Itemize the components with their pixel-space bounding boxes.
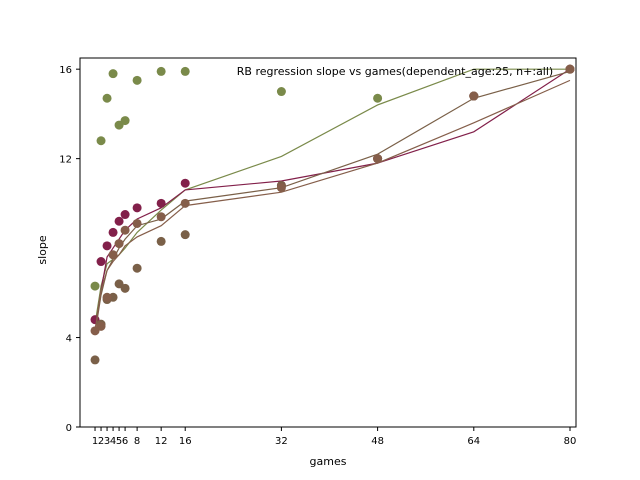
- data-point: [180, 230, 190, 240]
- y-tick-label: 16: [59, 65, 72, 76]
- x-tick-label: 1: [92, 436, 98, 447]
- data-point: [276, 183, 286, 193]
- series-4: [90, 64, 575, 336]
- x-tick-label: 3: [104, 436, 110, 447]
- y-tick-label: 12: [59, 155, 72, 166]
- data-point: [469, 91, 479, 101]
- data-point: [156, 212, 166, 222]
- data-point: [180, 178, 190, 188]
- data-point: [156, 198, 166, 208]
- data-point: [132, 203, 142, 213]
- data-point: [120, 225, 130, 235]
- series-1-line: [94, 68, 570, 325]
- data-point: [132, 218, 142, 228]
- data-point: [90, 281, 100, 291]
- data-point: [180, 66, 190, 76]
- data-point: [132, 263, 142, 273]
- data-point: [120, 210, 130, 220]
- data-point: [102, 292, 112, 302]
- x-tick-label: 4: [110, 436, 116, 447]
- data-point: [373, 154, 383, 164]
- data-point: [156, 236, 166, 246]
- data-point: [156, 66, 166, 76]
- x-tick-label: 48: [371, 436, 384, 447]
- x-tick-label: 8: [134, 436, 140, 447]
- x-axis-label: games: [310, 455, 347, 468]
- data-point: [132, 75, 142, 85]
- data-point: [120, 116, 130, 126]
- y-axis-label: slope: [36, 235, 49, 264]
- y-tick-label: 0: [66, 423, 72, 434]
- data-point: [108, 250, 118, 260]
- data-point: [96, 321, 106, 331]
- data-point: [114, 239, 124, 249]
- data-point: [90, 355, 100, 365]
- data-point: [373, 93, 383, 103]
- data-point: [108, 227, 118, 237]
- x-tick-label: 2: [98, 436, 104, 447]
- data-point: [96, 136, 106, 146]
- data-point: [102, 93, 112, 103]
- data-point: [565, 64, 575, 74]
- data-point: [276, 87, 286, 97]
- data-point: [114, 216, 124, 226]
- data-point: [96, 257, 106, 267]
- x-tick-label: 6: [122, 436, 128, 447]
- x-tick-label: 5: [116, 436, 122, 447]
- x-tick-label: 12: [155, 436, 168, 447]
- data-point: [180, 198, 190, 208]
- chart-title: RB regression slope vs games(dependent_a…: [237, 65, 553, 78]
- x-tick-label: 32: [275, 436, 288, 447]
- data-point: [108, 69, 118, 79]
- plot-frame: [79, 57, 577, 428]
- series-layer: [90, 64, 575, 365]
- x-tick-label: 64: [467, 436, 480, 447]
- data-point: [120, 283, 130, 293]
- x-tick-label: 16: [179, 436, 192, 447]
- y-tick-label: 4: [66, 334, 72, 345]
- data-point: [102, 241, 112, 251]
- x-tick-label: 80: [564, 436, 577, 447]
